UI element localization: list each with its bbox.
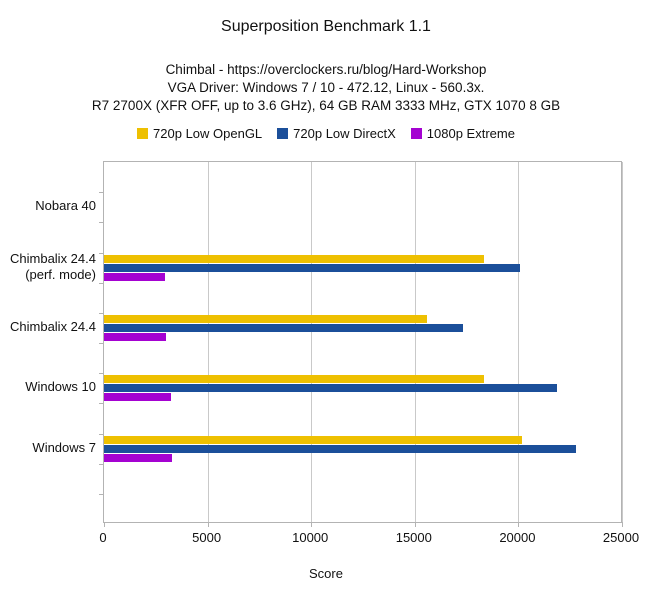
y-tick-mark	[99, 282, 104, 284]
legend-label: 1080p Extreme	[426, 126, 515, 141]
subtitle-line-3: R7 2700X (XFR OFF, up to 3.6 GHz), 64 GB…	[91, 98, 561, 113]
legend-swatch-icon	[277, 128, 289, 139]
plot-area	[99, 161, 623, 527]
category-label: Chimbalix 24.4 (perf. mode)	[10, 250, 96, 282]
category-label: Windows 10	[25, 379, 96, 395]
x-tick-mark	[104, 522, 105, 527]
chart-title: Superposition Benchmark 1.1	[221, 18, 431, 35]
x-tick-mark	[311, 522, 313, 527]
legend-swatch-icon	[410, 128, 422, 139]
y-tick-mark	[99, 493, 104, 495]
x-tick-mark	[622, 522, 623, 527]
y-tick-mark	[99, 463, 104, 465]
category-label: Windows 7	[32, 439, 96, 455]
x-tick-mark	[518, 522, 520, 527]
y-tick-mark	[99, 252, 104, 254]
x-tick-label: 5000	[192, 530, 222, 545]
bar	[104, 314, 428, 323]
x-tick-label: 25000	[602, 530, 640, 545]
subtitle-line-2: VGA Driver: Windows 7 / 10 - 472.12, Lin…	[167, 80, 485, 95]
x-axis-title: Score	[309, 566, 343, 581]
y-tick-mark	[99, 222, 104, 224]
bar	[104, 375, 485, 384]
bar	[104, 444, 577, 453]
bar	[104, 263, 521, 272]
y-tick-mark	[99, 433, 104, 435]
bar	[104, 393, 172, 402]
legend-item: 720p Low DirectX	[277, 126, 396, 141]
gridline	[311, 162, 313, 522]
gridline	[518, 162, 520, 522]
y-tick-mark	[99, 373, 104, 375]
x-tick-mark	[414, 522, 416, 527]
bar	[104, 435, 522, 444]
chart-subtitle: Chimbal - https://overclockers.ru/blog/H…	[0, 61, 652, 115]
x-tick-label: 20000	[499, 530, 536, 545]
category-label: Chimbalix 24.4	[10, 318, 96, 334]
subtitle-line-1: Chimbal - https://overclockers.ru/blog/H…	[165, 62, 487, 77]
legend-item: 1080p Extreme	[410, 126, 515, 141]
bar	[104, 323, 464, 332]
x-tick-label: 10000	[292, 530, 329, 545]
gridline	[622, 162, 623, 522]
legend-swatch-icon	[137, 128, 149, 139]
bar	[104, 453, 173, 462]
x-tick-label: 0	[99, 530, 107, 545]
gridline	[414, 162, 416, 522]
y-tick-mark	[99, 192, 104, 194]
x-tick-mark	[207, 522, 209, 527]
y-tick-mark	[99, 403, 104, 405]
legend-label: 720p Low DirectX	[293, 126, 396, 141]
legend-label: 720p Low OpenGL	[153, 126, 263, 141]
bar	[104, 254, 485, 263]
gridline	[207, 162, 209, 522]
x-tick-label: 15000	[395, 530, 432, 545]
y-tick-mark	[99, 343, 104, 344]
bar	[104, 272, 166, 281]
bar	[104, 384, 557, 393]
y-tick-mark	[99, 312, 104, 314]
chart-legend: 720p Low OpenGL 720p Low DirectX 1080p Ext…	[0, 126, 652, 141]
legend-item: 720p Low OpenGL	[137, 126, 262, 141]
category-label: Nobara 40	[35, 198, 96, 214]
bar	[104, 332, 167, 341]
